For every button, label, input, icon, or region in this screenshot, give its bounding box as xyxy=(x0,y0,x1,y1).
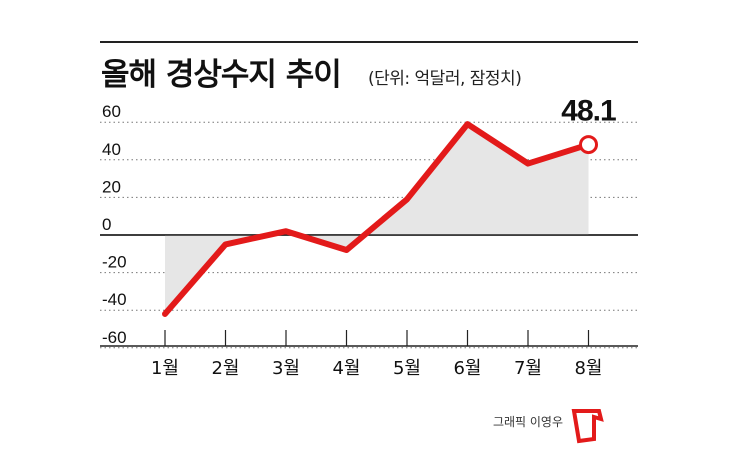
y-tick-label: 60 xyxy=(102,102,121,121)
y-tick-label: 40 xyxy=(102,140,121,159)
x-tick-label: 6월 xyxy=(453,358,481,379)
x-tick-label: 1월 xyxy=(151,358,179,379)
x-tick-label: 2월 xyxy=(211,358,239,379)
highlight-value-label: 48.1 xyxy=(561,95,616,128)
y-tick-label: -40 xyxy=(102,290,127,309)
red-bracket-logo-icon xyxy=(571,409,604,444)
unit-note: (단위: 억달러, 잠정치) xyxy=(368,69,521,89)
x-tick-label: 7월 xyxy=(514,358,542,379)
series-line xyxy=(162,121,592,317)
y-tick-label: 0 xyxy=(102,215,111,234)
highlight-marker xyxy=(579,135,598,155)
credit-text: 그래픽 이영우 xyxy=(493,415,563,429)
x-tick-label: 4월 xyxy=(332,358,360,379)
y-tick-label: -60 xyxy=(102,328,127,347)
plot-area: 60 40 20 0 -20 -40 -60 1월 2월 3월 4월 5월 6월 7월 8월 48.1 xyxy=(100,95,638,379)
x-tick-label: 3월 xyxy=(272,358,300,379)
x-tick-label: 5월 xyxy=(393,358,421,379)
y-tick-label: 20 xyxy=(102,177,121,196)
x-tick-label: 8월 xyxy=(574,358,602,379)
chart-title: 올해 경상수지 추이 xyxy=(101,57,341,93)
area-fill xyxy=(165,124,589,314)
y-tick-label: -20 xyxy=(102,253,127,272)
